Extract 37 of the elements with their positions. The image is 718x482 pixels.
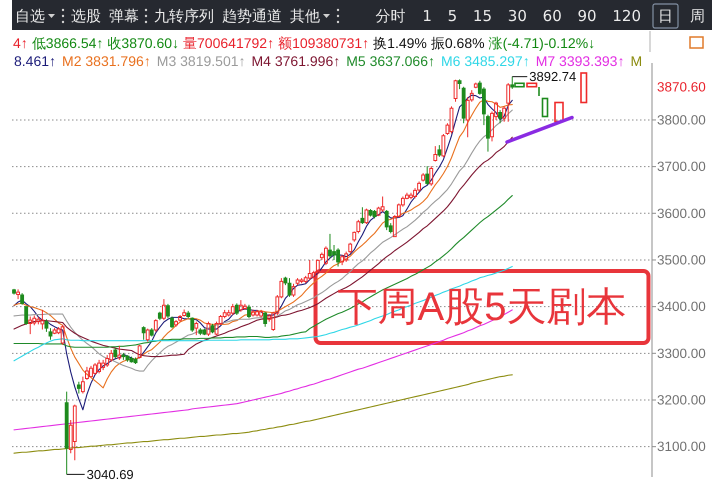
menu-item: 其他 [290,7,320,25]
last-price-label: 3870.60 [657,80,706,94]
y-tick-label: 3800.00 [657,112,706,128]
menu-item: 1 5 15 30 60 90 120 [422,7,641,25]
legend-item: M7 3393.393↑ [536,53,624,69]
quote-field: 4↑ [13,35,28,51]
menu-item: 九转序列 [154,7,214,25]
legend-item: M4 3761.996↑ [252,53,340,69]
y-tick-label: 3200.00 [657,392,706,408]
legend-item: M2 3831.796↑ [62,53,151,69]
legend-item: 8.461↑ [14,53,56,69]
extreme-label: 3040.69 [86,466,134,482]
menu-item: 自选 [15,7,45,25]
menu-item: 弹幕 [109,7,139,25]
quote-field: 涨(-4.71)-0.12%↓ [488,35,596,51]
y-tick-label: 3700.00 [657,159,706,174]
legend-item: M [630,53,642,69]
y-tick-label: 3600.00 [657,206,706,221]
menu-item: 周 [690,7,705,25]
legend-item: M3 3819.501↑ [156,53,246,69]
menu-item: 趋势通道 [222,7,282,25]
menu-item: 分时 [375,7,406,25]
legend-item: M6 3485.297↑ [440,53,530,69]
y-tick-label: 3500.00 [657,252,706,268]
quote-field: 收3870.60↓ [107,35,180,51]
quote-field: 额109380731↑ [278,35,370,51]
menu-item: 日 [658,7,673,25]
y-tick-label: 3300.00 [657,346,706,361]
y-tick-label: 3100.00 [657,439,706,454]
extreme-label: 3892.74 [529,69,576,84]
quote-field: 低3866.54↑ [32,35,104,51]
quote-field: 振0.68% [430,35,485,51]
y-tick-label: 3400.00 [657,299,706,314]
quote-field: 量700641792↑ [183,35,274,51]
legend-item: M5 3637.066↑ [346,53,435,69]
quote-field: 换1.49% [373,35,427,51]
menu-item: 选股 [71,7,101,25]
